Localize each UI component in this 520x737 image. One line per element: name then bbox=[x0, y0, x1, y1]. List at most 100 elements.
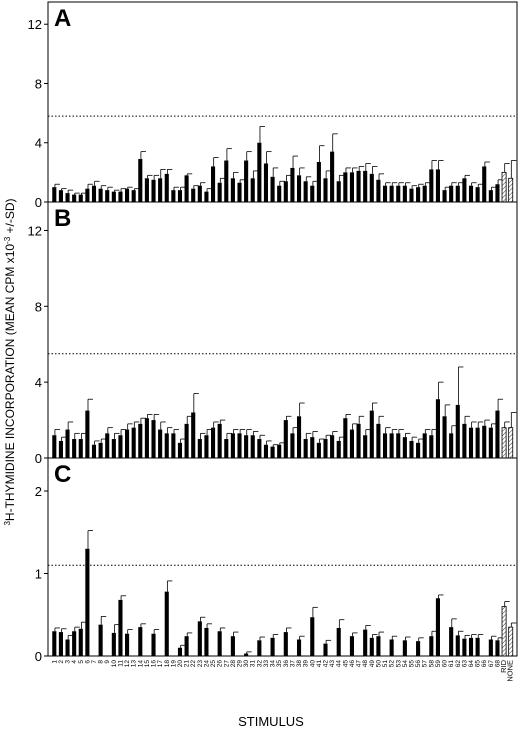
bar bbox=[402, 185, 407, 202]
x-tick-label: 66 bbox=[481, 660, 488, 668]
bar bbox=[429, 435, 434, 458]
bar bbox=[323, 439, 328, 458]
panel-label: B bbox=[54, 205, 71, 232]
bar bbox=[78, 628, 83, 656]
bar bbox=[65, 429, 70, 458]
bar bbox=[336, 627, 341, 656]
bar bbox=[409, 440, 414, 458]
bar bbox=[455, 185, 460, 202]
bar bbox=[270, 637, 275, 656]
bar bbox=[138, 159, 143, 202]
y-axis-label-tail: +/-SD) bbox=[3, 198, 17, 236]
bar bbox=[111, 439, 116, 458]
bar bbox=[164, 433, 169, 458]
bar bbox=[356, 423, 361, 458]
x-tick-label: 17 bbox=[157, 660, 164, 668]
bar bbox=[210, 427, 216, 458]
bar bbox=[111, 191, 116, 202]
x-tick-label: 59 bbox=[435, 660, 442, 668]
x-tick-label: RID bbox=[499, 659, 508, 673]
y-tick-label: 8 bbox=[35, 299, 42, 314]
bar bbox=[230, 178, 235, 202]
bar bbox=[270, 446, 275, 458]
bar bbox=[449, 185, 454, 202]
bar bbox=[283, 420, 288, 458]
x-tick-label: 13 bbox=[131, 660, 138, 668]
bar bbox=[343, 418, 348, 458]
bar bbox=[495, 640, 500, 656]
bar bbox=[204, 435, 209, 458]
bar bbox=[237, 433, 242, 458]
bar bbox=[217, 182, 222, 202]
bar bbox=[416, 641, 421, 656]
x-tick-label: 50 bbox=[375, 660, 382, 668]
bar bbox=[98, 442, 103, 458]
bar bbox=[85, 548, 90, 656]
bar bbox=[442, 190, 447, 202]
bar bbox=[58, 632, 63, 656]
x-tick-label: 19 bbox=[170, 660, 177, 668]
bar bbox=[270, 176, 275, 202]
bar bbox=[376, 636, 381, 656]
bar bbox=[290, 167, 295, 202]
x-tick-label: 58 bbox=[428, 660, 435, 668]
x-tick-label: 18 bbox=[164, 660, 171, 668]
bar bbox=[131, 427, 136, 458]
bar bbox=[58, 190, 63, 202]
panel-frame bbox=[47, 457, 518, 657]
x-tick-label: 64 bbox=[468, 660, 475, 668]
x-tick-label: 26 bbox=[217, 660, 224, 668]
bar bbox=[429, 636, 434, 656]
y-axis-label-superscript: 3 bbox=[3, 521, 12, 526]
bar bbox=[396, 433, 401, 458]
bar bbox=[138, 627, 143, 656]
bar bbox=[118, 599, 123, 656]
bar bbox=[177, 190, 183, 202]
bar bbox=[204, 627, 209, 656]
y-tick-label: 0 bbox=[35, 195, 42, 210]
bar bbox=[118, 435, 123, 458]
bar bbox=[468, 185, 474, 202]
bar bbox=[52, 631, 57, 656]
bar bbox=[468, 427, 474, 458]
bar bbox=[422, 433, 427, 458]
bar bbox=[316, 162, 321, 202]
bar bbox=[296, 639, 302, 656]
bar bbox=[244, 653, 249, 656]
bar bbox=[263, 444, 269, 458]
bar bbox=[336, 440, 341, 458]
bar bbox=[310, 617, 315, 656]
bar bbox=[296, 416, 302, 458]
x-tick-label: 38 bbox=[296, 660, 303, 668]
x-tick-label: 49 bbox=[369, 660, 376, 668]
x-tick-label: 11 bbox=[117, 660, 124, 667]
bar bbox=[475, 427, 480, 458]
bar bbox=[125, 429, 130, 458]
x-tick-label: 4 bbox=[71, 660, 78, 664]
bar bbox=[349, 172, 355, 202]
x-tick-label: 5 bbox=[78, 660, 85, 664]
bar bbox=[323, 178, 328, 202]
bar bbox=[138, 423, 143, 458]
bar bbox=[475, 637, 480, 656]
bar bbox=[416, 442, 421, 458]
control-bar bbox=[501, 171, 507, 203]
x-tick-label: 39 bbox=[303, 660, 310, 668]
x-tick-label: 10 bbox=[111, 660, 118, 668]
x-tick-label: 25 bbox=[210, 660, 217, 668]
bar bbox=[230, 433, 235, 458]
bar bbox=[65, 193, 70, 202]
bar bbox=[237, 182, 242, 202]
bar bbox=[164, 173, 169, 202]
control-bar bbox=[501, 427, 507, 459]
bar bbox=[118, 191, 123, 202]
x-tick-label: 54 bbox=[402, 660, 409, 668]
x-tick-label: 67 bbox=[488, 660, 495, 668]
bar bbox=[475, 187, 480, 202]
y-axis-label-exponent: -3 bbox=[3, 236, 12, 244]
bar bbox=[184, 636, 189, 656]
bar bbox=[257, 439, 262, 458]
bar bbox=[263, 163, 269, 202]
bar bbox=[144, 418, 149, 458]
